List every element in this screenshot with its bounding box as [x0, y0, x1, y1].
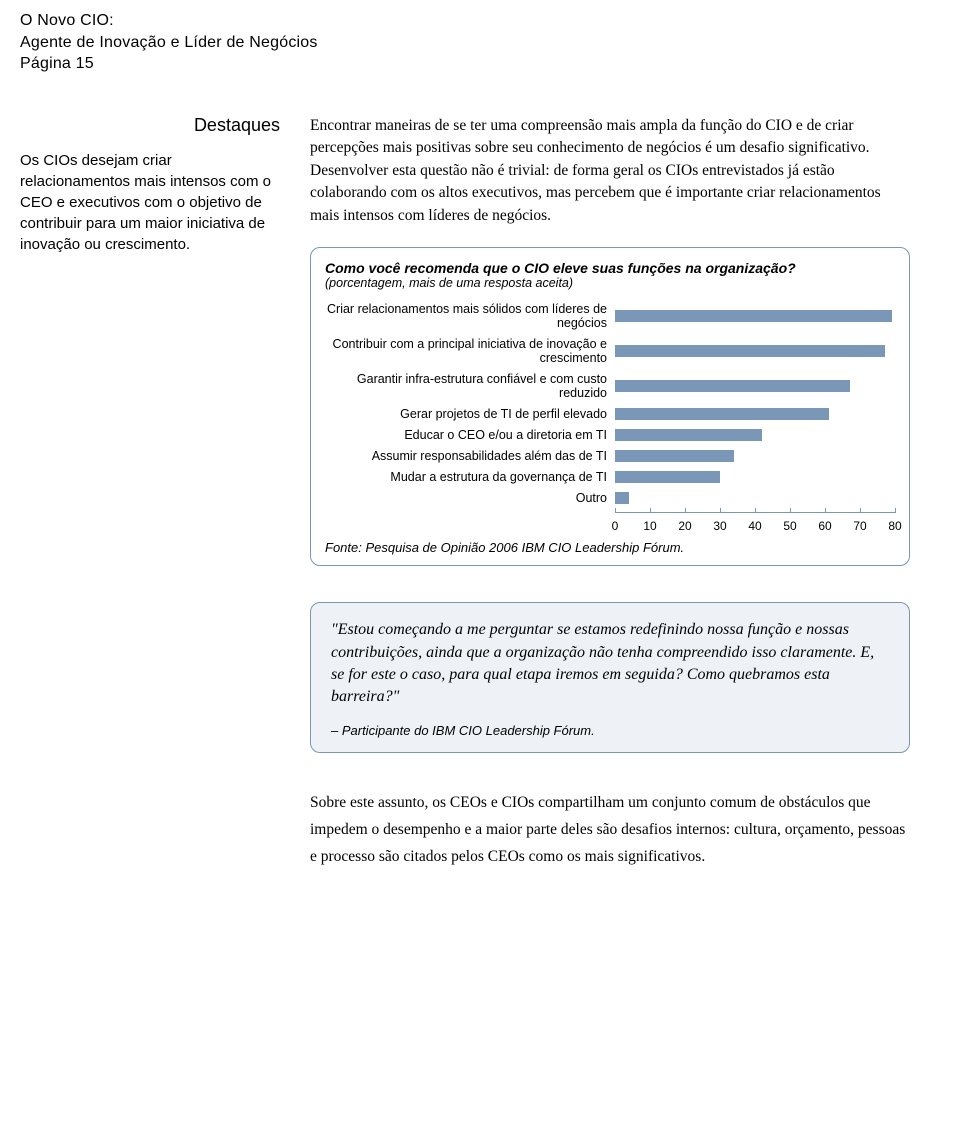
header-line-1: O Novo CIO: — [20, 10, 910, 32]
main-paragraph-1: Encontrar maneiras de se ter uma compree… — [310, 115, 910, 227]
chart-bar-track — [615, 429, 895, 441]
chart-bar — [615, 492, 629, 504]
chart-bar-track — [615, 450, 895, 462]
chart-bar — [615, 450, 734, 462]
chart-tick-label: 30 — [713, 519, 726, 533]
chart-row-label: Garantir infra-estrutura confiável e com… — [325, 372, 615, 400]
main-column: Encontrar maneiras de se ter uma compree… — [310, 115, 910, 870]
chart-bar-track — [615, 380, 895, 392]
chart-bar-track — [615, 408, 895, 420]
chart-tick-label: 80 — [888, 519, 901, 533]
chart-subtitle: (porcentagem, mais de uma resposta aceit… — [325, 276, 895, 290]
chart-bar — [615, 345, 885, 357]
chart-bar — [615, 310, 892, 322]
sidebar-title: Destaques — [20, 115, 280, 136]
two-column-layout: Destaques Os CIOs desejam criar relacion… — [20, 115, 910, 870]
chart-bar — [615, 429, 762, 441]
chart-row-label: Gerar projetos de TI de perfil elevado — [325, 407, 615, 421]
chart-row-label: Contribuir com a principal iniciativa de… — [325, 337, 615, 365]
chart-row-label: Criar relacionamentos mais sólidos com l… — [325, 302, 615, 330]
chart-bar-track — [615, 310, 895, 322]
chart-row: Garantir infra-estrutura confiável e com… — [325, 372, 895, 400]
chart-tick-label: 70 — [853, 519, 866, 533]
quote-attribution: – Participante do IBM CIO Leadership Fór… — [331, 723, 889, 738]
chart-bar-track — [615, 471, 895, 483]
chart-bar — [615, 408, 829, 420]
closing-paragraph: Sobre este assunto, os CEOs e CIOs compa… — [310, 789, 910, 870]
chart-row: Contribuir com a principal iniciativa de… — [325, 337, 895, 365]
chart-x-axis: 01020304050607080 — [325, 512, 895, 536]
chart-tick-label: 50 — [783, 519, 796, 533]
chart-title: Como você recomenda que o CIO eleve suas… — [325, 260, 895, 276]
quote-box: "Estou começando a me perguntar se estam… — [310, 602, 910, 753]
chart-bar-track — [615, 345, 895, 357]
chart-bar — [615, 380, 850, 392]
chart-tick-label: 10 — [643, 519, 656, 533]
header-line-2: Agente de Inovação e Líder de Negócios — [20, 32, 910, 54]
chart-tick-label: 20 — [678, 519, 691, 533]
page-header: O Novo CIO: Agente de Inovação e Líder d… — [20, 10, 910, 75]
chart-source: Fonte: Pesquisa de Opinião 2006 IBM CIO … — [325, 540, 895, 555]
quote-text: "Estou começando a me perguntar se estam… — [331, 619, 889, 709]
chart-bars: Criar relacionamentos mais sólidos com l… — [325, 302, 895, 505]
chart-row-label: Assumir responsabilidades além das de TI — [325, 449, 615, 463]
chart-row: Mudar a estrutura da governança de TI — [325, 470, 895, 484]
chart-tick-label: 60 — [818, 519, 831, 533]
header-page-number: Página 15 — [20, 53, 910, 75]
sidebar-body: Os CIOs desejam criar relacionamentos ma… — [20, 150, 280, 255]
chart-container: Como você recomenda que o CIO eleve suas… — [310, 247, 910, 566]
chart-row: Outro — [325, 491, 895, 505]
sidebar-column: Destaques Os CIOs desejam criar relacion… — [20, 115, 280, 870]
chart-row-label: Outro — [325, 491, 615, 505]
chart-tick-label: 0 — [612, 519, 619, 533]
chart-row: Gerar projetos de TI de perfil elevado — [325, 407, 895, 421]
chart-tick-label: 40 — [748, 519, 761, 533]
chart-bar-track — [615, 492, 895, 504]
chart-bar — [615, 471, 720, 483]
chart-row-label: Educar o CEO e/ou a diretoria em TI — [325, 428, 615, 442]
chart-row: Assumir responsabilidades além das de TI — [325, 449, 895, 463]
chart-row-label: Mudar a estrutura da governança de TI — [325, 470, 615, 484]
chart-row: Educar o CEO e/ou a diretoria em TI — [325, 428, 895, 442]
chart-row: Criar relacionamentos mais sólidos com l… — [325, 302, 895, 330]
